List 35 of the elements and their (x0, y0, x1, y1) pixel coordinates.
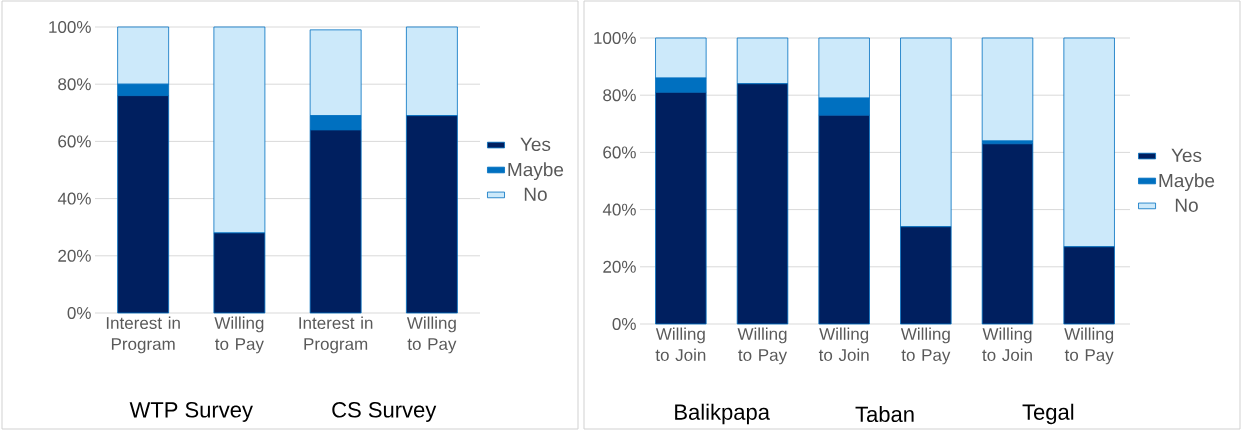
y-tick-label: 80% (58, 78, 91, 91)
legend-label: Maybe (1159, 173, 1215, 192)
y-tick-label: 60% (603, 146, 636, 159)
text: WTP Survey (129, 402, 253, 422)
text: CS Survey (332, 402, 437, 422)
x-tick-label: Willing to Join (818, 327, 869, 362)
x-tick-label: Interest in Program (106, 316, 180, 354)
legend-label: No (1175, 198, 1198, 212)
x-tick-label: Willing to Join (982, 327, 1032, 362)
y-tick-label: 20% (58, 249, 91, 262)
text: Tegal (1022, 403, 1074, 425)
legend-label: Yes (1171, 148, 1202, 163)
text: Balikpapa (675, 403, 770, 425)
y-tick-label: 40% (602, 203, 636, 216)
y-tick-label: 0% (67, 306, 91, 320)
x-tick-label: Willing to Join (655, 327, 706, 362)
text: Taban (855, 405, 914, 423)
y-tick-label: 100% (49, 20, 91, 34)
y-tick-label: 80% (603, 89, 636, 102)
legend-label: No (524, 187, 547, 201)
legend-label: Yes (520, 137, 551, 152)
bar (981, 143, 1034, 325)
y-tick-label: 0% (612, 317, 636, 331)
x-tick-label: Interest in Program (299, 316, 373, 354)
bar (981, 37, 1034, 142)
y-tick-label: 60% (58, 135, 91, 148)
y-tick-label: 100% (594, 31, 636, 45)
x-tick-label: Willing to Pay (214, 316, 264, 354)
legend-label: Maybe (508, 162, 564, 181)
x-tick-label: Willing to Pay (1064, 327, 1114, 365)
y-tick-label: 40% (57, 192, 91, 205)
x-tick-label: Willing to Pay (406, 316, 457, 354)
y-tick-label: 20% (603, 260, 636, 273)
x-tick-label: Willing to Pay (737, 327, 788, 365)
x-tick-label: Willing to Pay (900, 327, 951, 365)
